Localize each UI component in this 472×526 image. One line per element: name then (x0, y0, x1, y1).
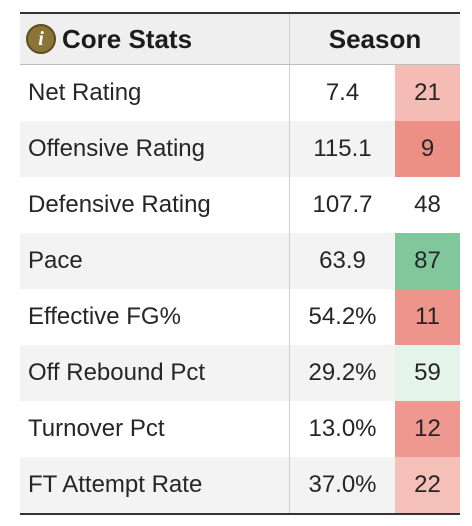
stat-value: 54.2% (308, 303, 377, 330)
table-row: Net Rating 7.4 21 (20, 65, 460, 121)
core-stats-table: i Core Stats Season Net Rating 7.4 21 Of… (20, 12, 460, 515)
stat-value: 115.1 (313, 135, 372, 162)
header-title-cell: i Core Stats (20, 14, 290, 64)
stat-rank: 48 (395, 177, 460, 233)
stat-rank: 11 (395, 289, 460, 345)
table-row: Defensive Rating 107.7 48 (20, 177, 460, 233)
season-column-header: Season (328, 23, 422, 54)
stat-value: 37.0% (308, 471, 377, 498)
table-header: i Core Stats Season (20, 14, 460, 65)
table-row: Off Rebound Pct 29.2% 59 (20, 345, 460, 401)
table-row: Turnover Pct 13.0% 12 (20, 401, 460, 457)
table-row: Offensive Rating 115.1 9 (20, 121, 460, 177)
stat-rank: 22 (395, 457, 460, 513)
table-row: Pace 63.9 87 (20, 233, 460, 289)
stat-rank: 9 (395, 121, 460, 177)
stat-label: Off Rebound Pct (20, 345, 290, 401)
stat-rank: 12 (395, 401, 460, 457)
top-rule (20, 12, 460, 14)
stat-value: 107.7 (312, 191, 373, 218)
stat-rank: 21 (395, 65, 460, 121)
stat-label: Net Rating (20, 65, 290, 121)
stat-label: Pace (20, 233, 290, 289)
table-row: Effective FG% 54.2% 11 (20, 289, 460, 345)
table-title: Core Stats (62, 23, 193, 54)
table-row: FT Attempt Rate 37.0% 22 (20, 457, 460, 513)
stat-label: FT Attempt Rate (20, 457, 290, 513)
stat-label: Turnover Pct (20, 401, 290, 457)
stat-value: 29.2% (308, 359, 377, 386)
stat-rank: 87 (395, 233, 460, 289)
stat-value: 7.4 (325, 79, 360, 106)
stat-rank: 59 (395, 345, 460, 401)
table-body: Net Rating 7.4 21 Offensive Rating 115.1… (20, 65, 460, 513)
stat-value: 63.9 (319, 247, 366, 274)
stat-label: Defensive Rating (20, 177, 290, 233)
stat-label: Offensive Rating (20, 121, 290, 177)
bottom-rule (20, 513, 460, 515)
stat-value: 13.0% (308, 415, 377, 442)
info-icon[interactable]: i (26, 24, 56, 54)
stat-label: Effective FG% (20, 289, 290, 345)
